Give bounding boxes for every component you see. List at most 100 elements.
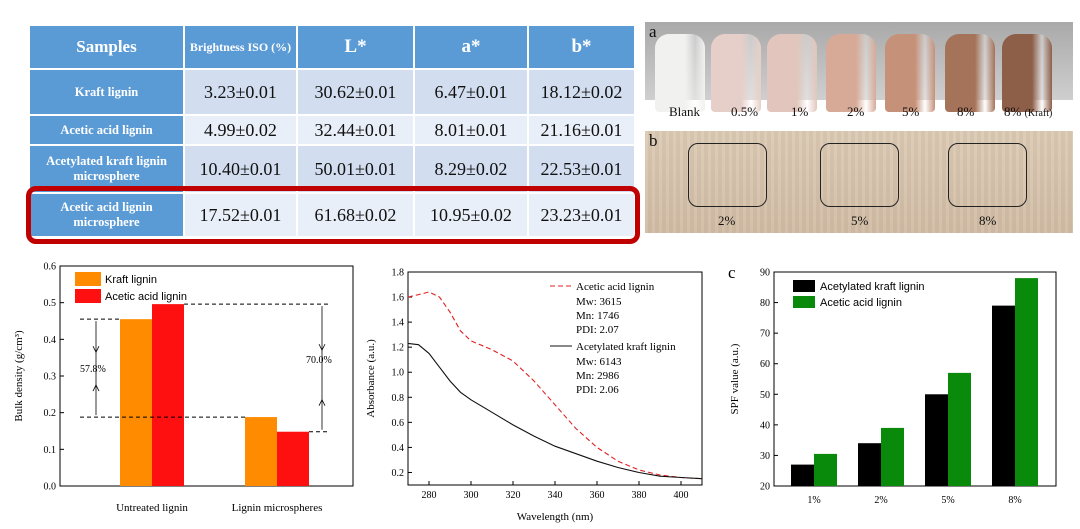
- vial: [826, 34, 876, 112]
- legend-stat: Mw: 3615: [576, 296, 622, 308]
- y-tick-label: 0.4: [392, 443, 405, 454]
- bar: [245, 417, 277, 486]
- legend-stat: PDI: 2.06: [576, 384, 619, 396]
- legend-stat: PDI: 2.07: [576, 324, 619, 336]
- cell-value: 30.62±0.01: [296, 68, 415, 116]
- photo-panel-a: a Blank 0.5% 1% 2% 5% 8% 8% (Kraft): [645, 22, 1073, 130]
- cell-value: 17.52±0.01: [183, 192, 298, 238]
- sample-area-box: [688, 143, 767, 207]
- bar: [120, 319, 152, 486]
- x-tick-label: 2%: [874, 495, 887, 506]
- legend-stat: Mn: 2986: [576, 370, 620, 382]
- row-sample: Acetic acid lignin: [28, 114, 185, 146]
- annotation-label: 57.8%: [80, 364, 106, 375]
- cell-value: 4.99±0.02: [183, 114, 298, 146]
- x-tick-label: Lignin microspheres: [232, 502, 323, 514]
- cell-value: 10.95±0.02: [413, 192, 529, 238]
- sample-area-label: 5%: [851, 213, 869, 228]
- arrow-head: [318, 343, 326, 352]
- x-tick-label: Untreated lignin: [116, 502, 188, 514]
- header-brightness: Brightness ISO (%): [183, 24, 298, 70]
- x-tick-label: 280: [422, 490, 437, 501]
- vial: [885, 34, 935, 112]
- header-b: b*: [527, 24, 636, 70]
- cell-value: 22.53±0.01: [527, 144, 636, 194]
- cell-value: 10.40±0.01: [183, 144, 298, 194]
- y-tick-label: 70: [760, 329, 770, 340]
- vial-label: 5%: [902, 104, 920, 119]
- x-tick-label: 400: [674, 490, 689, 501]
- sample-area-label: 8%: [979, 213, 997, 228]
- y-tick-label: 1.4: [392, 318, 405, 329]
- panel-label-c: c: [728, 263, 736, 282]
- bar: [791, 464, 814, 486]
- y-tick-label: 0.0: [44, 482, 57, 493]
- bar: [814, 453, 837, 486]
- vial-label: 8%: [1004, 104, 1022, 119]
- spf-chart: c 20 30 40 50 60 70 80 90 SPF value (a.u.) 1% 2% 5% 8…: [728, 263, 1057, 506]
- vial: [767, 34, 817, 112]
- cell-value: 8.29±0.02: [413, 144, 529, 194]
- vial: [1002, 34, 1052, 112]
- absorbance-chart: 0.2 0.4 0.6 0.8 1.0 1.2 1.4 1.6 1.8 280 300 320 340 3…: [365, 268, 703, 523]
- vial-label-kraft: 8% (Kraft): [1004, 104, 1052, 120]
- legend-swatch: [793, 296, 815, 308]
- vial-label: 0.5%: [731, 104, 759, 119]
- cell-value: 6.47±0.01: [413, 68, 529, 116]
- panel-label-b: b: [649, 131, 658, 150]
- legend-label: Acetylated kraft lignin: [820, 281, 925, 293]
- vial-label: 2%: [847, 104, 865, 119]
- x-tick-label: 1%: [807, 495, 820, 506]
- y-tick-label: 40: [760, 420, 770, 431]
- y-tick-label: 0.8: [392, 393, 405, 404]
- y-tick-label: 20: [760, 482, 770, 493]
- y-tick-label: 1.6: [392, 293, 405, 304]
- y-axis-label: Absorbance (a.u.): [365, 339, 377, 418]
- y-tick-label: 0.6: [392, 418, 405, 429]
- vial-label: 1%: [791, 104, 809, 119]
- sample-area-box: [948, 143, 1027, 207]
- bar: [858, 443, 881, 486]
- panel-label-a: a: [649, 22, 657, 41]
- y-tick-label: 1.8: [392, 268, 405, 279]
- bar: [152, 304, 184, 486]
- y-tick-label: 0.6: [44, 262, 57, 273]
- arrow-head: [92, 384, 100, 392]
- bar: [925, 394, 948, 486]
- vial: [711, 34, 761, 112]
- legend-label: Acetic acid lignin: [105, 291, 187, 303]
- y-axis-label: Bulk density (g/cm³): [13, 330, 25, 422]
- vial: [945, 34, 995, 112]
- cell-value: 23.23±0.01: [527, 192, 636, 238]
- legend-label: Acetic acid lignin: [576, 281, 655, 293]
- header-a: a*: [413, 24, 529, 70]
- x-tick-label: 300: [464, 490, 479, 501]
- y-tick-label: 0.2: [392, 468, 405, 479]
- bar: [881, 427, 904, 486]
- y-tick-label: 0.4: [44, 335, 57, 346]
- row-sample: Acetylated kraft lignin microsphere: [28, 144, 185, 194]
- vial: [655, 34, 705, 112]
- y-tick-label: 60: [760, 359, 770, 370]
- cell-value: 3.23±0.01: [183, 68, 298, 116]
- y-tick-label: 30: [760, 451, 770, 462]
- table-row: Kraft lignin 3.23±0.01 30.62±0.01 6.47±0…: [28, 68, 636, 116]
- header-samples: Samples: [28, 24, 185, 70]
- y-tick-label: 90: [760, 268, 770, 279]
- vial-label: 8%: [957, 104, 975, 119]
- y-axis-label: SPF value (a.u.): [729, 343, 741, 414]
- x-tick-label: 5%: [941, 495, 954, 506]
- results-table: Samples Brightness ISO (%) L* a* b* Kraf…: [28, 24, 636, 238]
- plot-frame: [773, 271, 1057, 487]
- bar: [1015, 278, 1038, 486]
- legend-swatch: [75, 289, 101, 303]
- table-header-row: Samples Brightness ISO (%) L* a* b*: [28, 24, 636, 70]
- cell-value: 61.68±0.02: [296, 192, 415, 238]
- series-line: [407, 291, 703, 480]
- cell-value: 50.01±0.01: [296, 144, 415, 194]
- row-sample: Acetic acid lignin microsphere: [28, 192, 185, 238]
- y-tick-label: 1.2: [392, 343, 405, 354]
- bulk-density-chart: 0.0 0.1 0.2 0.3 0.4 0.5 0.6 Bulk density (g/cm³…: [13, 262, 354, 514]
- legend-swatch: [75, 272, 101, 286]
- series-line: [407, 342, 703, 480]
